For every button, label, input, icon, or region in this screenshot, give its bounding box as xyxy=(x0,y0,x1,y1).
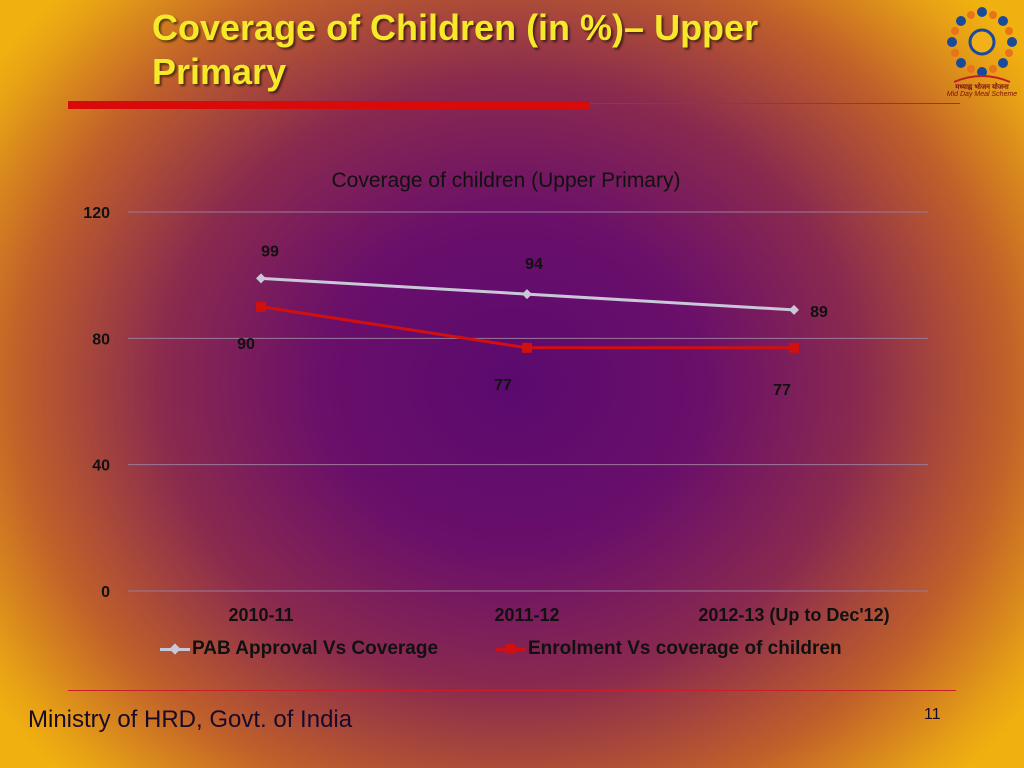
legend-label-enrolment: Enrolment Vs coverage of children xyxy=(528,638,842,659)
chart-title: Coverage of children (Upper Primary) xyxy=(332,169,681,192)
y-tick-label: 120 xyxy=(83,205,110,222)
title-underline xyxy=(68,101,590,109)
series-line-enrolment xyxy=(260,305,794,350)
y-tick-label: 0 xyxy=(101,584,110,601)
logo-text-english: Mid Day Meal Scheme xyxy=(946,91,1018,98)
data-label: 90 xyxy=(237,336,255,353)
y-tick-label: 40 xyxy=(92,458,110,475)
x-tick-label: 2011-12 xyxy=(494,605,559,625)
data-label: 77 xyxy=(494,377,512,394)
data-point-marker xyxy=(522,342,532,353)
x-tick-label: 2010-11 xyxy=(228,605,293,625)
data-point-marker xyxy=(256,301,266,312)
slide-title: Coverage of Children (in %)– Upper Prima… xyxy=(152,7,759,92)
legend-swatch-pab xyxy=(160,639,190,659)
data-point-marker xyxy=(522,289,532,300)
logo-text-hindi: मध्याह्न भोजन योजना xyxy=(955,84,1009,91)
legend-label-pab: PAB Approval Vs Coverage xyxy=(192,638,439,659)
title-underline-thin xyxy=(590,103,960,104)
data-point-marker xyxy=(789,342,799,353)
chart-legend: PAB Approval Vs Coverage Enrolment Vs co… xyxy=(0,638,1024,662)
legend-swatch-enrolment xyxy=(496,639,526,659)
footer-ministry-text: Ministry of HRD, Govt. of India xyxy=(28,706,353,733)
coverage-line-chart: Coverage of children (Upper Primary) 0 40… xyxy=(83,169,928,625)
footer-divider xyxy=(68,690,956,691)
data-point-marker xyxy=(256,273,266,284)
mid-day-meal-scheme-logo-icon xyxy=(947,7,1017,83)
legend-item-pab-approval: PAB Approval Vs Coverage xyxy=(160,638,438,660)
data-label: 77 xyxy=(773,382,791,399)
y-tick-label: 80 xyxy=(92,331,110,348)
data-label: 99 xyxy=(261,243,279,260)
legend-item-enrolment: Enrolment Vs coverage of children xyxy=(496,638,842,660)
data-point-marker xyxy=(789,304,799,315)
slide-number: 11 xyxy=(924,706,941,723)
x-tick-label: 2012-13 (Up to Dec'12) xyxy=(698,605,889,625)
data-label: 94 xyxy=(525,256,543,273)
data-label: 89 xyxy=(810,304,828,321)
